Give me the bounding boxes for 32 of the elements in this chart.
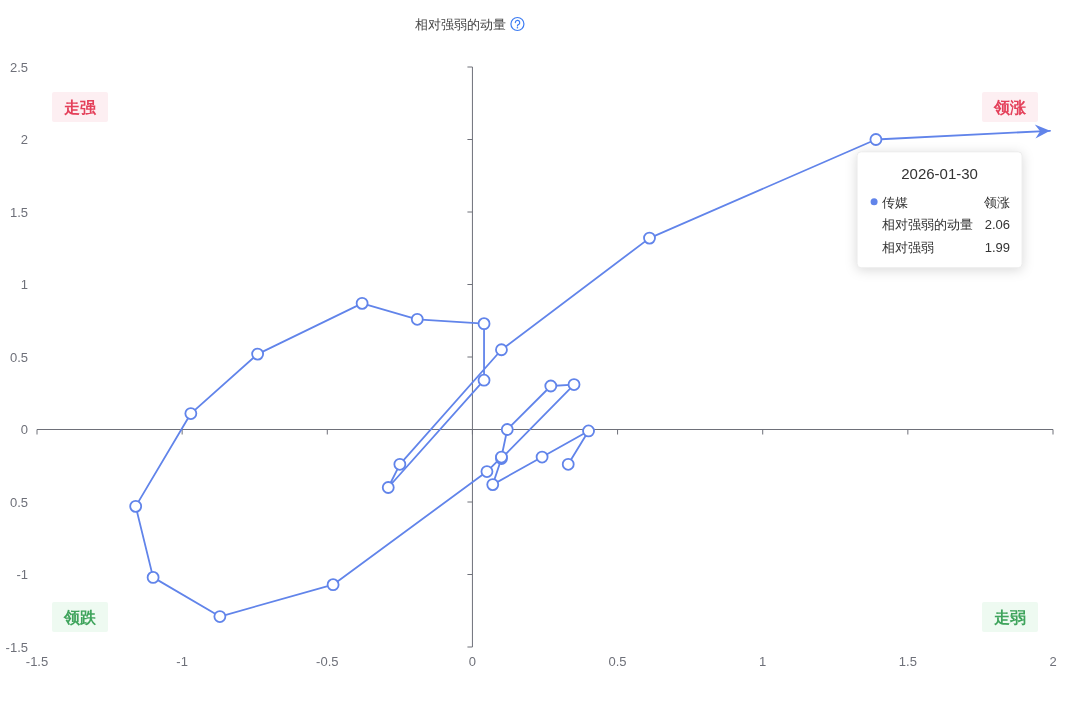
legend-label: 传媒 (882, 194, 909, 210)
annotation: 1.99 (984, 239, 1011, 255)
annotation: 领涨 (984, 194, 1011, 210)
y-tick-label: -1.5 (5, 639, 28, 655)
annotation: 领涨 (993, 99, 1027, 116)
annotation: 2026-01-30 (901, 164, 978, 182)
y-tick-label: 2.5 (9, 59, 28, 75)
quadrant-label: 走强 (52, 92, 108, 122)
y-axis-title: 相对强弱的动量 (414, 17, 506, 32)
quadrant-label: 走弱 (982, 602, 1038, 632)
annotation: 相对强弱 (882, 239, 935, 255)
x-tick-label: -0.5 (316, 654, 339, 669)
annotation: 相对强弱的动量 (882, 217, 974, 233)
y-tick-label: 1.5 (9, 204, 28, 220)
x-tick-label: 1.5 (898, 654, 917, 669)
y-tick-label: 0.5 (9, 494, 28, 510)
y-tick-label: 0 (20, 422, 28, 437)
annotation: 2.06 (984, 217, 1011, 233)
annotation: 走强 (63, 99, 97, 116)
quadrant-label: 领跌 (52, 602, 108, 632)
x-tick-label: 2 (1049, 654, 1057, 669)
annotation: 领跌 (63, 609, 97, 626)
y-tick-label: 2 (20, 132, 28, 147)
y-tick-label: 0.5 (9, 349, 28, 365)
x-tick-label: 0.5 (608, 654, 627, 669)
quadrant-label: 领涨 (982, 92, 1038, 122)
x-tick-label: 1 (759, 654, 767, 669)
x-tick-label: 0 (468, 654, 477, 669)
annotation: 走弱 (993, 609, 1026, 626)
y-tick-label: -1 (16, 567, 28, 582)
x-tick-label: -1 (176, 654, 188, 669)
y-tick-label: 1 (20, 277, 28, 292)
